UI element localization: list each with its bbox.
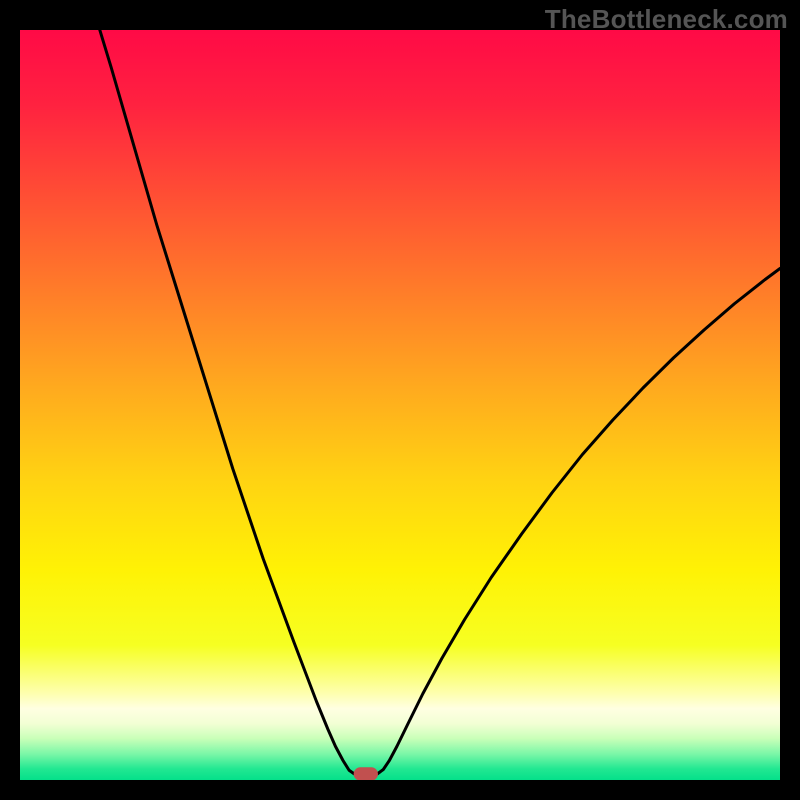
plot-svg [20, 30, 780, 780]
plot-area [20, 30, 780, 780]
optimum-marker [354, 767, 378, 780]
chart-frame: TheBottleneck.com [0, 0, 800, 800]
